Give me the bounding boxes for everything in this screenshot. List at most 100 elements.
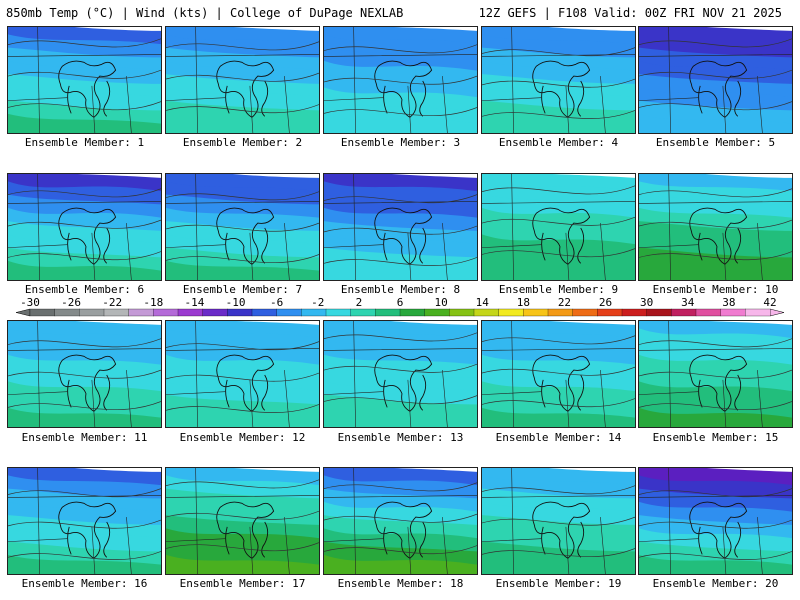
coastline-lines: [58, 354, 117, 412]
state-borders: [166, 174, 319, 280]
coastline-lines: [689, 60, 748, 118]
contour-line: [8, 38, 161, 48]
ensemble-member-label: Ensemble Member: 1: [24, 136, 145, 149]
contour-line: [639, 488, 792, 498]
colorbar-swatch: [671, 308, 697, 317]
state-borders: [639, 468, 792, 574]
contour-line: [8, 401, 161, 411]
temperature-band: [639, 407, 792, 427]
contour-line: [8, 101, 161, 111]
temperature-band: [639, 113, 792, 133]
colorbar-tick-label: 34: [681, 298, 695, 309]
colorbar-swatch: [251, 308, 278, 317]
state-borders: [482, 321, 635, 427]
state-borders: [324, 174, 477, 280]
contour-line: [639, 38, 792, 48]
contour-line: [166, 510, 319, 520]
contour-line: [482, 485, 635, 495]
colorbar-swatch: [399, 308, 426, 317]
colorbar-swatch: [646, 308, 672, 317]
colorbar-tick-label: 22: [558, 298, 571, 309]
model-run-info: 12Z GEFS | F108 Valid: 00Z FRI NOV 21 20…: [478, 6, 782, 20]
colorbar-swatch: [695, 308, 722, 317]
temperature-band: [482, 113, 635, 133]
ensemble-member-label: Ensemble Member: 8: [340, 283, 461, 296]
colorbar-swatch: [720, 308, 746, 317]
colorbar-tick-label: -6: [270, 298, 283, 309]
contour-line: [482, 185, 635, 195]
ensemble-member-label: Ensemble Member: 15: [652, 431, 779, 444]
contour-line: [639, 251, 792, 261]
contour-line: [166, 479, 319, 489]
ensemble-member-label: Ensemble Member: 20: [652, 577, 779, 590]
colorbar-tick-label: 30: [640, 298, 653, 309]
contour-line: [482, 335, 635, 345]
state-borders: [639, 27, 792, 133]
colorbar-swatch: [276, 308, 302, 317]
colorbar-swatch: [449, 308, 475, 317]
contour-line: [166, 372, 319, 382]
ensemble-member-label: Ensemble Member: 9: [498, 283, 619, 296]
ensemble-member-label: Ensemble Member: 12: [179, 431, 306, 444]
temperature-band: [639, 260, 792, 280]
ensemble-member-label: Ensemble Member: 19: [495, 577, 622, 590]
temperature-band: [639, 554, 792, 574]
ensemble-map-panel: [481, 320, 636, 428]
colorbar-swatch: [54, 308, 80, 317]
contour-line: [8, 338, 161, 348]
temperature-band: [482, 554, 635, 574]
coastline-lines: [374, 354, 433, 412]
ensemble-map-panel: [323, 26, 478, 134]
state-borders: [639, 174, 792, 280]
contour-line: [324, 545, 477, 555]
contour-line: [482, 78, 635, 88]
state-borders: [166, 321, 319, 427]
colorbar-tick-label: -22: [102, 298, 122, 309]
ensemble-map-panel: [165, 320, 320, 428]
state-borders: [8, 174, 161, 280]
coastline-lines: [374, 60, 433, 118]
temperature-band: [482, 407, 635, 427]
contour-line: [639, 401, 792, 411]
ensemble-member-label: Ensemble Member: 13: [337, 431, 464, 444]
state-borders: [639, 321, 792, 427]
colorbar-swatch: [621, 308, 648, 317]
colorbar-left-arrow: [15, 308, 31, 317]
coastline-lines: [532, 501, 591, 559]
ensemble-map-panel: [165, 173, 320, 281]
ensemble-member-label: Ensemble Member: 7: [182, 283, 303, 296]
colorbar-tick-label: -18: [143, 298, 163, 309]
contour-line: [482, 366, 635, 376]
ensemble-member-label: Ensemble Member: 10: [652, 283, 779, 296]
ensemble-member-label: Ensemble Member: 16: [21, 577, 148, 590]
temperature-band: [324, 554, 477, 574]
ensemble-map-panel: [323, 467, 478, 575]
colorbar-swatch: [79, 308, 105, 317]
colorbar-tick-label: 26: [599, 298, 612, 309]
ensemble-map-panel: [7, 320, 162, 428]
colorbar-swatch: [547, 308, 574, 317]
contour-line: [8, 551, 161, 560]
colorbar-tick-label: 14: [476, 298, 490, 309]
contour-line: [324, 513, 477, 523]
colorbar-right-arrow: [769, 308, 785, 317]
colorbar-swatch: [745, 308, 771, 317]
contour-line: [639, 69, 792, 79]
coastline-lines: [216, 501, 275, 559]
contour-line: [324, 75, 477, 85]
contour-line: [8, 488, 161, 498]
ensemble-map-panel: [481, 467, 636, 575]
state-borders: [8, 27, 161, 133]
colorbar-swatch: [301, 308, 327, 317]
ensemble-map-panel: [481, 173, 636, 281]
colorbar-tick-label: -14: [185, 298, 205, 309]
colorbar-swatch: [424, 308, 450, 317]
ensemble-member-label: Ensemble Member: 17: [179, 577, 306, 590]
temperature-band: [324, 407, 477, 427]
temperature-band: [166, 113, 319, 133]
temperature-band: [324, 260, 477, 280]
temperature-band: [8, 260, 161, 280]
ensemble-map-panel: [7, 26, 162, 134]
temperature-band: [166, 260, 319, 280]
contour-line: [324, 44, 477, 54]
